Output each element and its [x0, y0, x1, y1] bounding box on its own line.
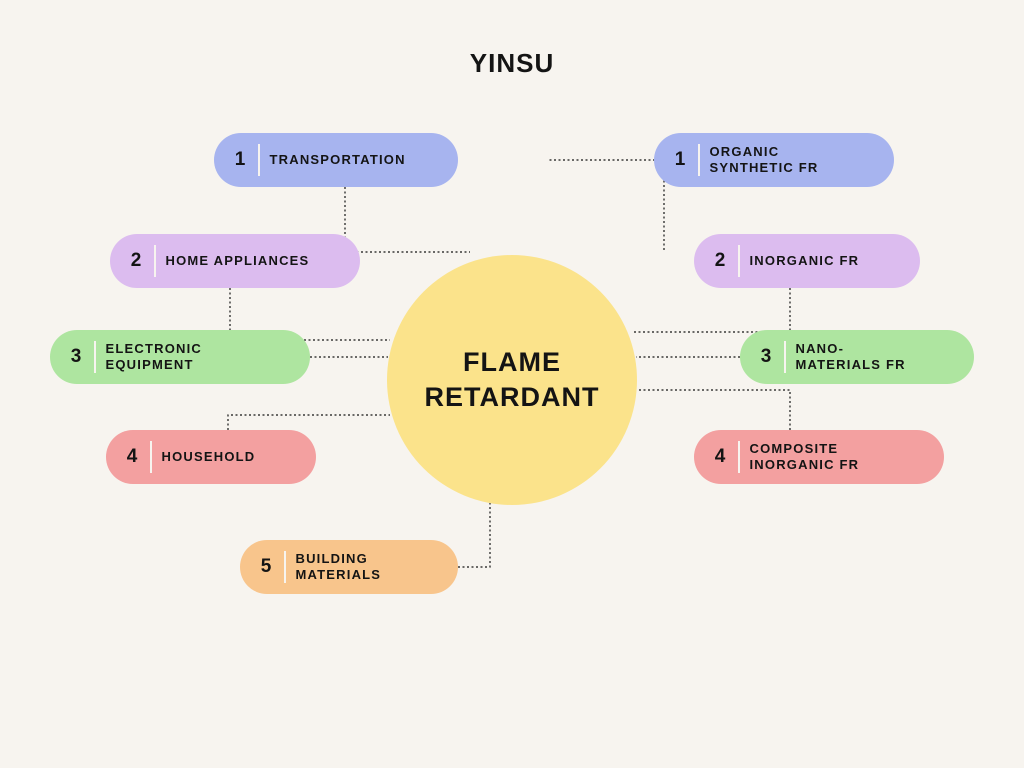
- pill-label: NANO- MATERIALS FR: [796, 341, 906, 374]
- pill-label: INORGANIC FR: [750, 253, 860, 269]
- pill-number: 2: [706, 250, 734, 272]
- pill-label: HOUSEHOLD: [162, 449, 256, 465]
- pill-number: 1: [666, 149, 694, 171]
- brand-title: YINSU: [0, 48, 1024, 79]
- right-pill-1: 1 ORGANIC SYNTHETIC FR: [654, 133, 894, 187]
- pill-label: ELECTRONIC EQUIPMENT: [106, 341, 203, 374]
- center-label: FLAME RETARDANT: [425, 345, 600, 415]
- pill-label: TRANSPORTATION: [270, 152, 406, 168]
- pill-number: 3: [752, 346, 780, 368]
- center-node: FLAME RETARDANT: [387, 255, 637, 505]
- pill-number: 3: [62, 346, 90, 368]
- pill-divider: [258, 144, 260, 176]
- pill-label: HOME APPLIANCES: [166, 253, 310, 269]
- left-pill-2: 2 HOME APPLIANCES: [110, 234, 360, 288]
- pill-divider: [94, 341, 96, 373]
- left-pill-1: 1 TRANSPORTATION: [214, 133, 458, 187]
- pill-label: BUILDING MATERIALS: [296, 551, 382, 584]
- pill-number: 4: [706, 446, 734, 468]
- pill-divider: [784, 341, 786, 373]
- pill-divider: [150, 441, 152, 473]
- pill-number: 1: [226, 149, 254, 171]
- left-pill-4: 4 HOUSEHOLD: [106, 430, 316, 484]
- pill-label: ORGANIC SYNTHETIC FR: [710, 144, 819, 177]
- left-pill-5: 5 BUILDING MATERIALS: [240, 540, 458, 594]
- pill-divider: [698, 144, 700, 176]
- pill-divider: [284, 551, 286, 583]
- pill-number: 5: [252, 556, 280, 578]
- pill-divider: [154, 245, 156, 277]
- pill-number: 4: [118, 446, 146, 468]
- pill-number: 2: [122, 250, 150, 272]
- pill-label: COMPOSITE INORGANIC FR: [750, 441, 860, 474]
- pill-divider: [738, 245, 740, 277]
- right-pill-3: 3 NANO- MATERIALS FR: [740, 330, 974, 384]
- pill-divider: [738, 441, 740, 473]
- right-pill-2: 2 INORGANIC FR: [694, 234, 920, 288]
- left-pill-3: 3 ELECTRONIC EQUIPMENT: [50, 330, 310, 384]
- right-pill-4: 4 COMPOSITE INORGANIC FR: [694, 430, 944, 484]
